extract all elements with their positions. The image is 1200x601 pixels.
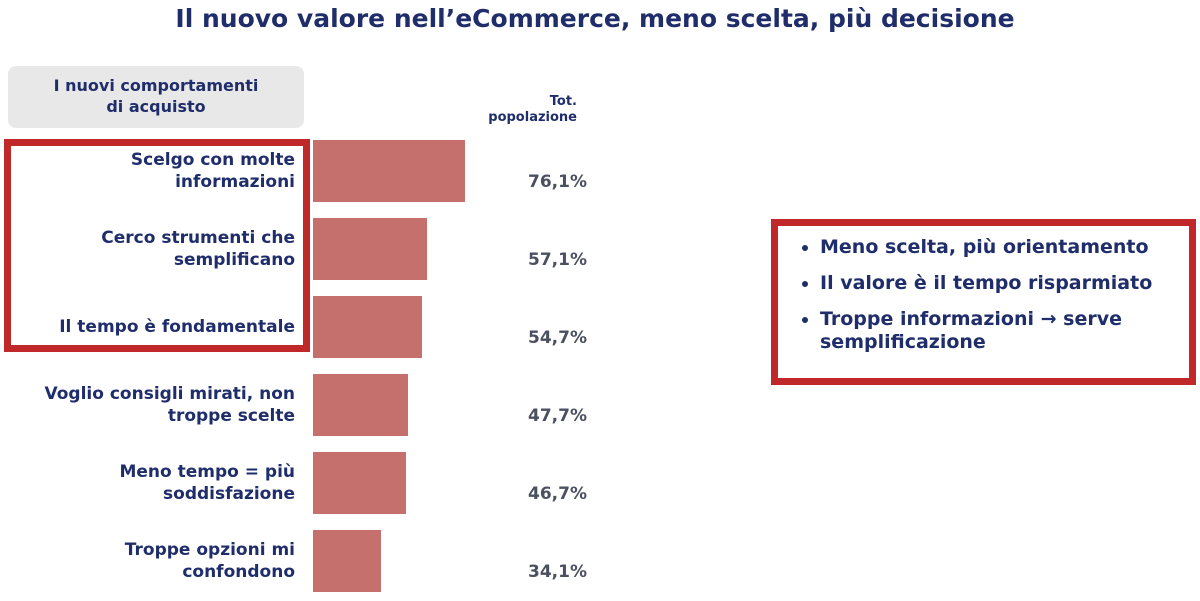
category-label: Scelgo con molte informazioni	[130, 149, 295, 192]
highlight-box	[4, 139, 310, 352]
bullet-item: Il valore è il tempo risparmiato	[820, 272, 1179, 296]
bullet-item: Troppe informazioni → serve semplificazi…	[820, 308, 1179, 356]
category-label: Il tempo è fondamentale	[59, 316, 295, 337]
value-label: 46,7%	[528, 484, 587, 504]
highlight-box: Meno scelta, più orientamento Il valore è…	[771, 219, 1196, 385]
value-label: 34,1%	[528, 562, 587, 582]
bar	[313, 452, 407, 514]
bar	[313, 218, 428, 280]
bullet-list: Meno scelta, più orientamento Il valore è…	[792, 236, 1179, 355]
chart-title: Il nuovo valore nell’eCommerce, meno sce…	[175, 4, 1015, 33]
value-label: 47,7%	[528, 406, 587, 426]
bar	[313, 374, 409, 436]
value-label: 57,1%	[528, 250, 587, 270]
bar	[313, 140, 466, 202]
category-label: Troppe opzioni mi confondono	[124, 539, 295, 582]
value-label: 76,1%	[528, 172, 587, 192]
bar	[313, 296, 423, 358]
category-label: Cerco strumenti che semplificano	[101, 227, 295, 270]
category-label: Meno tempo = più soddisfazione	[119, 461, 295, 504]
value-label: 54,7%	[528, 328, 587, 348]
bullet-item: Meno scelta, più orientamento	[820, 236, 1179, 260]
series-header: Tot. popolazione	[488, 94, 577, 126]
category-label: Voglio consigli mirati, non troppe scelt…	[44, 383, 295, 426]
bar	[313, 530, 382, 592]
category-header: I nuovi comportamenti di acquisto	[8, 66, 304, 128]
